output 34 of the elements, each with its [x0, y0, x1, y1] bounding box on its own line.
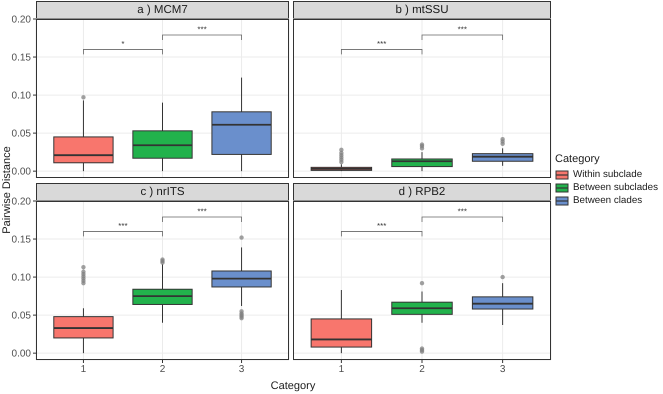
x-tick-label: 3: [238, 364, 245, 376]
chart-title: b ) mtSSU: [293, 1, 551, 19]
y-tick-label: 0.05: [12, 310, 32, 322]
y-tick-label: 0.05: [12, 128, 32, 140]
y-axis-title: Pairwise Distance: [1, 146, 13, 234]
legend-label: Between clades: [573, 195, 642, 206]
x-tick-label: 2: [419, 364, 426, 376]
y-tick-label: 0.20: [12, 14, 32, 26]
x-tick-label: 3: [500, 364, 506, 376]
legend-label: Within subclade: [573, 169, 642, 180]
x-axis-title: Category: [270, 380, 316, 392]
y-tick-label: 0.15: [12, 52, 32, 64]
y-tick-label: 0.10: [12, 272, 32, 284]
annotation: ***: [377, 39, 386, 48]
chart-title: c ) nrITS: [36, 183, 289, 201]
legend-title: Category: [555, 153, 601, 165]
annotation: ***: [377, 221, 386, 230]
x-tick-label: 2: [160, 364, 166, 376]
annotation: ***: [458, 206, 467, 216]
y-tick-label: 0.00: [12, 348, 32, 360]
y-tick-label: 0.15: [12, 234, 32, 246]
annotation: *: [121, 39, 125, 48]
y-tick-label: 0.10: [12, 90, 32, 102]
annotation: ***: [118, 221, 128, 230]
annotation: ***: [197, 24, 207, 34]
legend-label: Between subclades: [573, 182, 658, 193]
x-tick-label: 1: [338, 364, 345, 376]
chart-title: a ) MCM7: [36, 1, 289, 19]
chart-title: d ) RPB2: [293, 183, 551, 201]
x-tick-label: 1: [80, 364, 87, 376]
y-tick-label: 0.00: [12, 166, 32, 178]
y-tick-label: 0.20: [12, 196, 32, 208]
annotation: ***: [458, 24, 467, 34]
annotation: ***: [197, 206, 207, 216]
